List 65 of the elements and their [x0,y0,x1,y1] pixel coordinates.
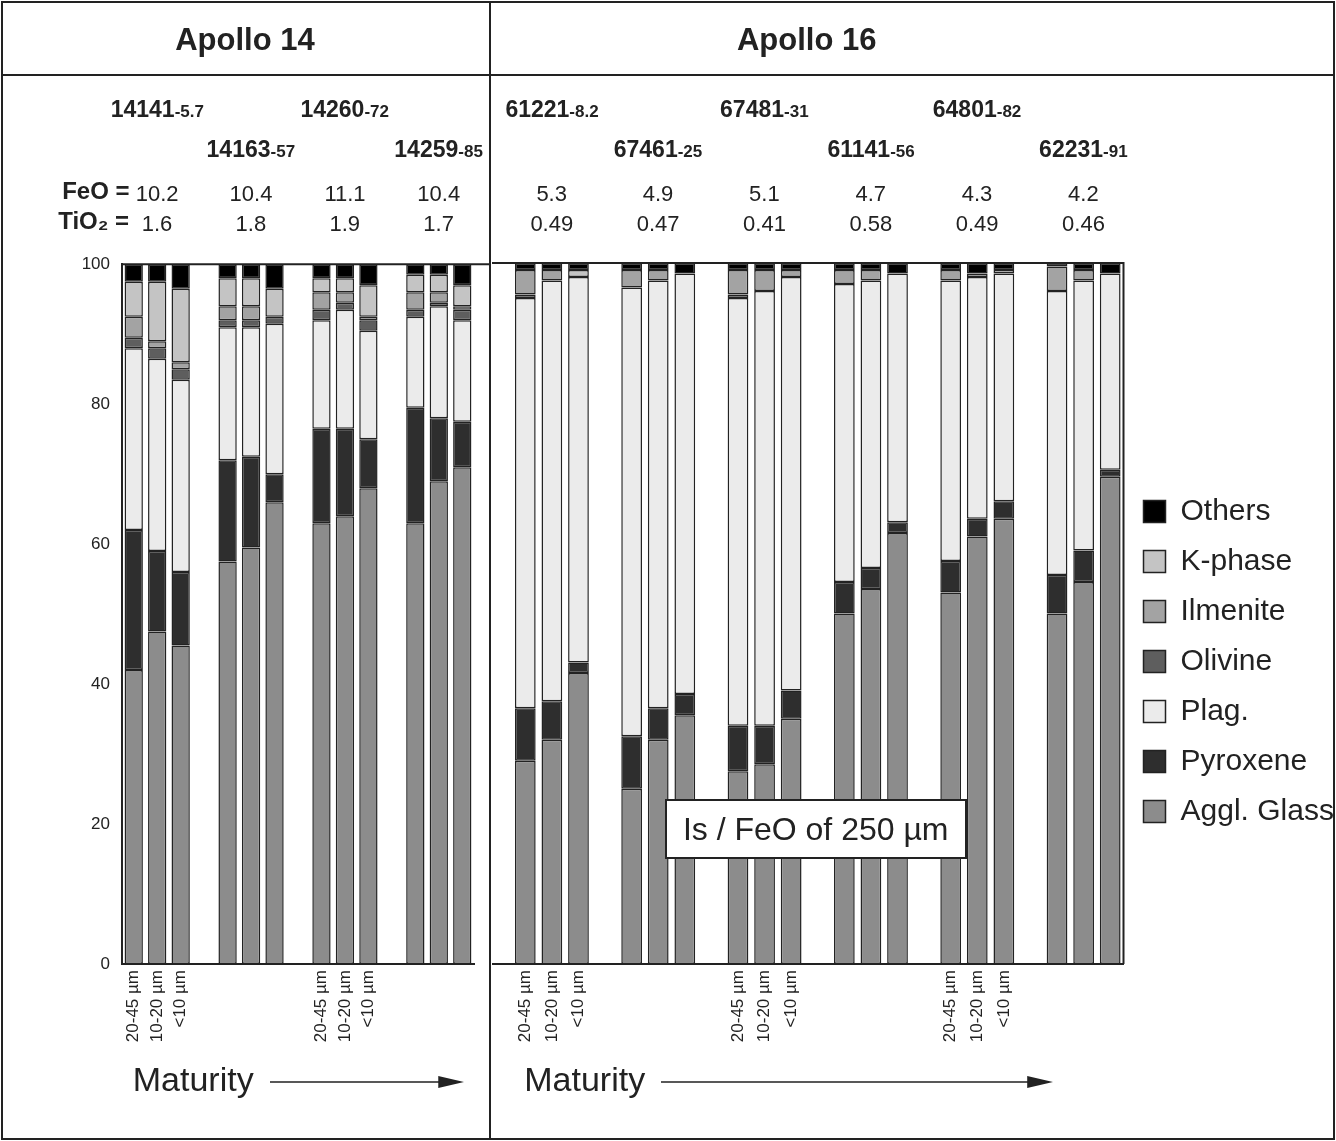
x-tick-label: 10-20 µm [754,970,774,1043]
text: 0.46 [1062,211,1105,236]
legend-label: Aggl. Glass [1180,792,1334,826]
text: 14141-5.7 [110,96,204,122]
text: 14259-85 [394,136,483,162]
annotation: Is / FeO of 250 µm [664,799,967,860]
text: 64801-82 [932,96,1022,122]
y-tick-label: 40 [91,673,110,693]
legend-label: K-phase [1180,542,1293,576]
chart-title: Apollo 14 [174,22,316,57]
text: 0.41 [743,211,786,236]
text: 1.9 [329,211,361,236]
legend-label: Pyroxene [1180,742,1308,776]
y-tick-label: 20 [91,813,110,833]
legend-label: Ilmenite [1180,592,1286,626]
text: 14163-57 [206,136,296,162]
legend-label: Olivine [1180,642,1273,676]
text: 0.49 [530,211,574,236]
text: 67461-25 [613,136,703,162]
text: 67481-31 [720,96,809,122]
x-tick-label: <10 µm [170,970,190,1028]
y-tick-label: 80 [91,393,110,413]
text: 5.3 [536,181,567,206]
x-tick-label: 20-45 µm [940,970,960,1043]
x-tick-label: <10 µm [358,970,378,1028]
text: 11.1 [324,181,366,206]
text: 4.9 [642,181,674,206]
text: FeO = [62,177,130,204]
text: 14260-72 [300,96,389,122]
text: 1.6 [141,211,173,236]
x-tick-label: 20-45 µm [727,970,747,1043]
text: Maturity [524,1060,646,1098]
x-tick-label: 10-20 µm [334,970,354,1043]
text: 10.4 [417,181,461,206]
x-tick-label: <10 µm [568,970,588,1028]
text: 10.2 [135,181,179,206]
x-tick-label: 20-45 µm [514,970,534,1043]
text: TiO₂ = [58,207,130,234]
text: 5.1 [749,181,780,206]
text: Maturity [132,1060,254,1098]
x-tick-label: <10 µm [780,970,800,1028]
x-tick-label: <10 µm [993,970,1013,1028]
text: 10.4 [229,181,273,206]
y-tick-label: 0 [100,953,110,973]
text: 0.47 [636,211,680,236]
text: 4.7 [855,181,887,206]
text: 1.7 [423,211,454,236]
text: 0.58 [849,211,893,236]
x-tick-label: 20-45 µm [311,970,331,1043]
y-tick-label: 100 [81,253,110,273]
text: 1.8 [235,211,267,236]
y-tick-label: 60 [91,533,110,553]
text: 4.3 [961,181,993,206]
text: 62231-91 [1039,136,1128,162]
legend-label: Plag. [1180,692,1249,726]
x-tick-label: 10-20 µm [541,970,561,1043]
x-tick-label: 10-20 µm [146,970,166,1043]
text: 0.49 [955,211,999,236]
text: 61221-8.2 [505,96,599,122]
text: 4.2 [1068,181,1099,206]
x-tick-label: 10-20 µm [966,970,986,1043]
chart-title: Apollo 16 [736,22,878,57]
x-tick-label: 20-45 µm [123,970,143,1043]
text: 61141-56 [827,136,915,162]
legend-label: Others [1180,492,1271,526]
